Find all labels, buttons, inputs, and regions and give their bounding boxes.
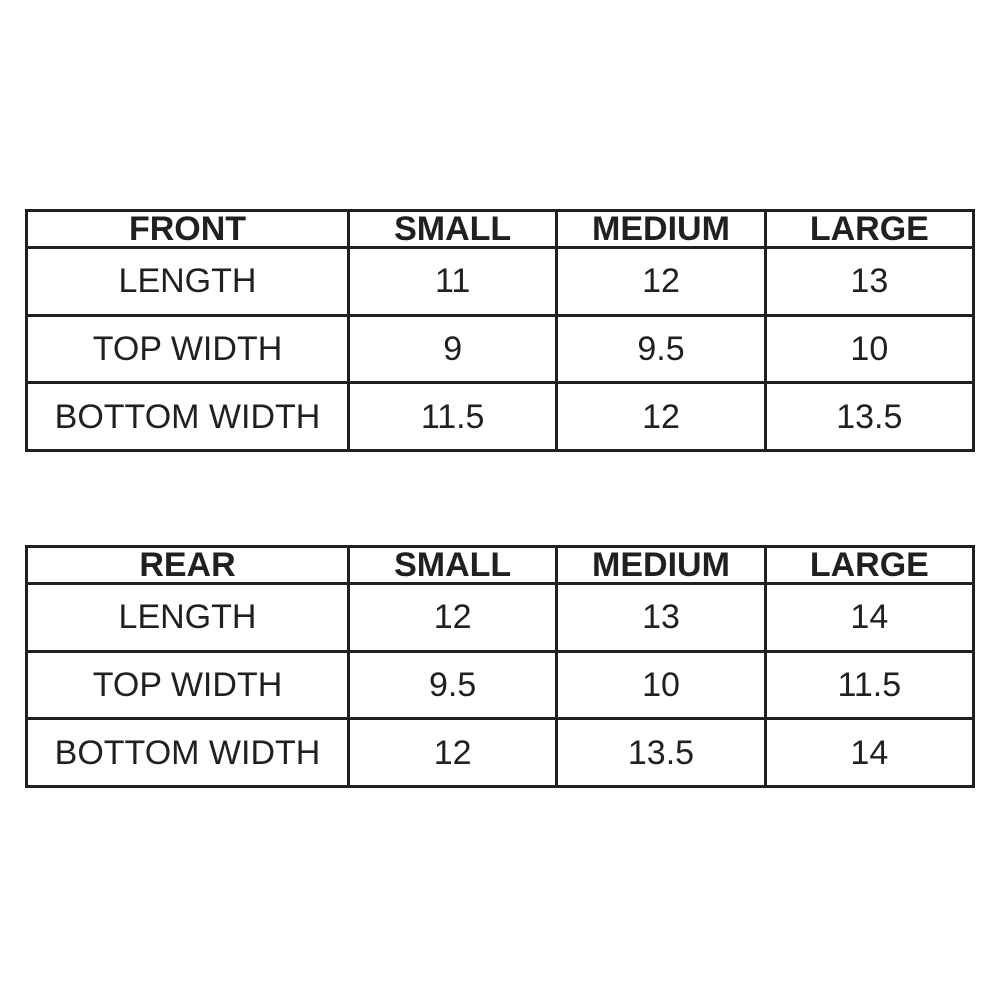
row-label-cell: LENGTH xyxy=(25,246,350,317)
rear-row-top-width: TOP WIDTH 9.5 10 11.5 xyxy=(25,649,976,721)
rear-header-large: LARGE xyxy=(763,545,976,585)
row-label-cell: LENGTH xyxy=(25,582,350,653)
value-cell: 9 xyxy=(346,313,559,385)
value-cell: 12 xyxy=(346,717,559,788)
row-label-cell: BOTTOM WIDTH xyxy=(25,381,350,452)
front-size-table: FRONT SMALL MEDIUM LARGE LENGTH 11 12 13… xyxy=(25,209,976,452)
value-cell: 14 xyxy=(763,582,976,653)
value-cell: 11.5 xyxy=(763,649,976,721)
front-header-medium: MEDIUM xyxy=(555,209,767,249)
front-table-title: FRONT xyxy=(25,209,350,249)
rear-row-bottom-width: BOTTOM WIDTH 12 13.5 14 xyxy=(25,717,976,788)
value-cell: 10 xyxy=(763,313,976,385)
front-row-length: LENGTH 11 12 13 xyxy=(25,246,976,317)
rear-header-small: SMALL xyxy=(346,545,559,585)
rear-row-length: LENGTH 12 13 14 xyxy=(25,582,976,653)
front-row-top-width: TOP WIDTH 9 9.5 10 xyxy=(25,313,976,385)
value-cell: 13.5 xyxy=(763,381,976,452)
value-cell: 11 xyxy=(346,246,559,317)
row-label-cell: BOTTOM WIDTH xyxy=(25,717,350,788)
value-cell: 12 xyxy=(346,582,559,653)
value-cell: 11.5 xyxy=(346,381,559,452)
rear-header-row: REAR SMALL MEDIUM LARGE xyxy=(25,545,976,585)
row-label-cell: TOP WIDTH xyxy=(25,313,350,385)
value-cell: 13.5 xyxy=(555,717,767,788)
value-cell: 12 xyxy=(555,246,767,317)
row-label-cell: TOP WIDTH xyxy=(25,649,350,721)
value-cell: 9.5 xyxy=(346,649,559,721)
value-cell: 9.5 xyxy=(555,313,767,385)
rear-size-table: REAR SMALL MEDIUM LARGE LENGTH 12 13 14 … xyxy=(25,545,976,788)
front-header-large: LARGE xyxy=(763,209,976,249)
value-cell: 13 xyxy=(763,246,976,317)
front-header-row: FRONT SMALL MEDIUM LARGE xyxy=(25,209,976,249)
value-cell: 10 xyxy=(555,649,767,721)
value-cell: 14 xyxy=(763,717,976,788)
value-cell: 13 xyxy=(555,582,767,653)
rear-header-medium: MEDIUM xyxy=(555,545,767,585)
front-header-small: SMALL xyxy=(346,209,559,249)
rear-table-title: REAR xyxy=(25,545,350,585)
front-row-bottom-width: BOTTOM WIDTH 11.5 12 13.5 xyxy=(25,381,976,452)
value-cell: 12 xyxy=(555,381,767,452)
